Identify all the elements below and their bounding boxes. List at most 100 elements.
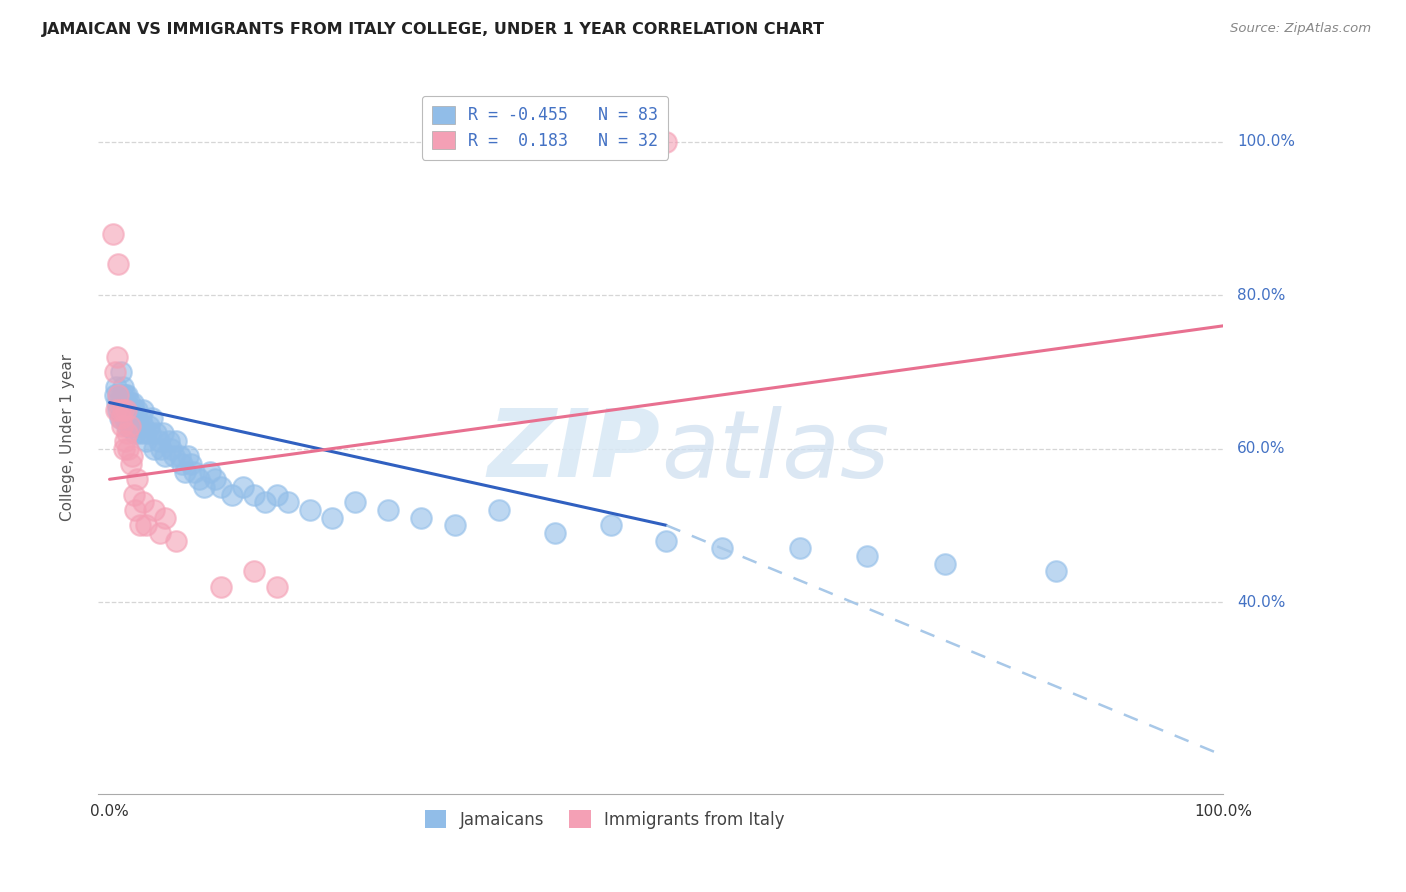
Point [174,465,197,479]
Point [134,426,156,441]
Point [107,403,129,417]
Point [209,480,232,494]
Point [321,510,343,524]
Point [183,465,205,479]
Point [138,426,160,441]
Point [101,227,124,241]
Point [117,388,139,402]
Point [104,388,127,402]
Point [124,426,146,441]
Point [122,418,145,433]
Point [243,488,266,502]
Point [117,410,139,425]
Point [266,488,288,502]
Point [789,541,811,556]
Text: 60.0%: 60.0% [1237,441,1285,456]
Point [243,565,266,579]
Point [128,426,150,441]
Point [141,410,163,425]
Point [112,410,135,425]
Point [124,503,146,517]
Point [149,442,172,456]
Point [125,410,148,425]
Point [135,434,157,448]
Point [120,403,142,417]
Point [488,503,510,517]
Legend: Jamaicans, Immigrants from Italy: Jamaicans, Immigrants from Italy [418,804,792,836]
Text: Source: ZipAtlas.com: Source: ZipAtlas.com [1230,22,1371,36]
Point [149,526,172,541]
Point [169,450,191,464]
Point [138,418,160,433]
Point [110,395,132,409]
Text: 80.0%: 80.0% [1237,287,1285,302]
Point [157,434,180,448]
Point [111,380,134,394]
Point [129,410,152,425]
Point [107,257,129,271]
Point [121,410,143,425]
Point [204,472,226,486]
Point [114,403,136,417]
Point [934,557,956,571]
Point [377,503,399,517]
Point [180,457,202,471]
Point [132,495,155,509]
Point [105,395,128,409]
Point [266,580,288,594]
Point [655,135,678,149]
Point [120,457,142,471]
Point [343,495,366,509]
Point [105,403,128,417]
Point [135,518,157,533]
Point [105,350,128,364]
Point [856,549,879,563]
Point [117,426,139,441]
Point [443,518,465,533]
Point [115,403,138,417]
Point [127,472,149,486]
Point [108,410,131,425]
Point [277,495,299,509]
Point [118,418,141,433]
Point [122,403,145,417]
Point [132,403,155,417]
Point [655,533,678,548]
Point [411,510,433,524]
Point [599,518,621,533]
Point [115,410,138,425]
Point [108,403,131,417]
Point [112,395,135,409]
Point [118,395,141,409]
Point [114,434,136,448]
Point [132,418,155,433]
Point [155,450,177,464]
Point [110,365,132,379]
Y-axis label: College, Under 1 year: College, Under 1 year [60,353,75,521]
Text: 100.0%: 100.0% [1237,134,1295,149]
Point [111,403,134,417]
Point [176,450,198,464]
Point [122,488,145,502]
Point [105,380,128,394]
Point [115,395,138,409]
Point [143,442,166,456]
Point [193,480,215,494]
Point [143,503,166,517]
Point [221,488,243,502]
Point [198,465,221,479]
Point [104,365,127,379]
Point [114,388,136,402]
Point [148,434,170,448]
Point [544,526,567,541]
Point [163,450,186,464]
Point [170,457,193,471]
Point [165,533,187,548]
Point [232,480,254,494]
Text: ZIP: ZIP [488,405,661,498]
Point [118,418,141,433]
Point [111,403,134,417]
Point [209,580,232,594]
Point [112,442,135,456]
Point [187,472,209,486]
